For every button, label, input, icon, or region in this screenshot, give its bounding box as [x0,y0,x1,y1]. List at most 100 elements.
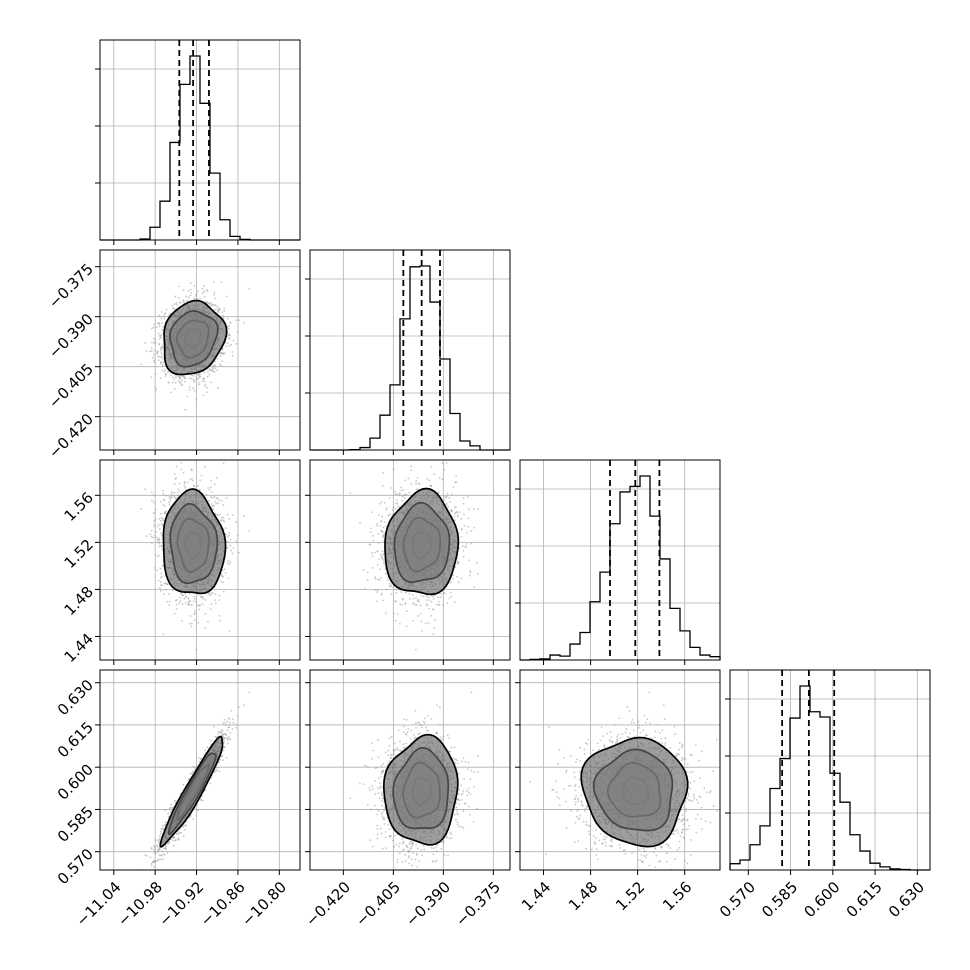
sample-point [349,492,352,494]
sample-point [153,525,156,528]
sample-point [155,536,158,539]
sample-point [197,383,200,386]
sample-point [226,326,229,328]
sample-point [174,496,177,499]
sample-point [198,375,201,378]
sample-point [176,491,179,494]
density-contour [163,299,228,376]
sample-point [389,487,392,489]
sample-point [219,513,221,516]
sample-point [191,479,194,482]
sample-point [223,307,226,310]
sample-point [173,388,176,390]
sample-point [187,296,190,299]
sample-point [229,334,232,337]
sample-point [462,549,465,552]
sample-point [220,364,222,367]
sample-point [179,600,182,603]
histogram-0 [100,55,300,241]
sample-point [227,324,230,327]
sample-point [164,582,167,585]
sample-point [193,285,196,287]
panel-1-1 [305,249,511,455]
y-tick-label: −0.375 [45,260,97,312]
sample-point [183,482,186,485]
sample-point [154,553,157,556]
sample-point [186,300,188,303]
sample-point [208,373,211,376]
sample-point [214,304,217,307]
sample-point [170,391,173,394]
sample-point [176,494,179,497]
sample-point [150,491,153,494]
sample-point [168,604,171,607]
sample-point [204,300,207,303]
sample-point [189,604,192,606]
sample-point [201,292,204,295]
sample-point [163,315,166,317]
sample-point [226,513,229,516]
density-contour [162,488,227,595]
panel-0-0 [95,39,301,245]
sample-point [214,364,217,367]
sample-point [157,356,160,358]
sample-point [211,591,214,594]
sample-point [227,534,230,537]
sample-point [215,308,217,311]
sample-point [214,602,217,605]
sample-point [374,576,377,578]
sample-point [217,502,220,505]
sample-point [171,491,174,493]
sample-point [192,379,195,382]
sample-point [223,352,226,355]
sample-point [222,314,224,317]
sample-point [218,308,220,311]
y-tick-label: −0.405 [45,360,97,412]
sample-point [430,600,433,603]
sample-point [154,508,157,511]
sample-point [226,540,229,543]
sample-point [193,619,196,622]
sample-point [226,317,229,320]
sample-point [153,519,156,522]
sample-point [222,353,225,356]
sample-point [400,489,403,492]
sample-point [235,539,238,542]
sample-point [209,486,212,489]
sample-point [170,493,173,495]
sample-point [199,373,201,375]
sample-point [207,593,210,595]
sample-point [160,349,163,352]
sample-point [192,387,195,390]
sample-point [236,331,239,333]
sample-point [173,473,176,476]
sample-point [196,484,199,487]
sample-point [216,357,219,360]
sample-point [158,545,161,548]
sample-point [215,497,218,499]
sample-point [177,297,180,299]
sample-point [164,588,167,591]
sample-point [160,355,163,358]
sample-point [386,507,388,509]
y-tick-label: 1.56 [61,489,97,525]
sample-point [204,383,207,386]
sample-point [164,312,167,315]
sample-point [231,514,234,517]
sample-point [216,369,219,372]
sample-point [225,345,227,348]
sample-point [160,334,163,336]
sample-point [193,389,196,392]
sample-point [161,489,164,492]
sample-point [185,295,188,298]
sample-point [232,339,235,342]
sample-point [221,499,223,502]
sample-point [219,352,222,355]
sample-point [211,497,214,499]
sample-point [414,648,417,651]
sample-point [165,512,167,515]
sample-point [210,369,213,372]
sample-point [155,530,158,533]
sample-point [219,519,222,522]
